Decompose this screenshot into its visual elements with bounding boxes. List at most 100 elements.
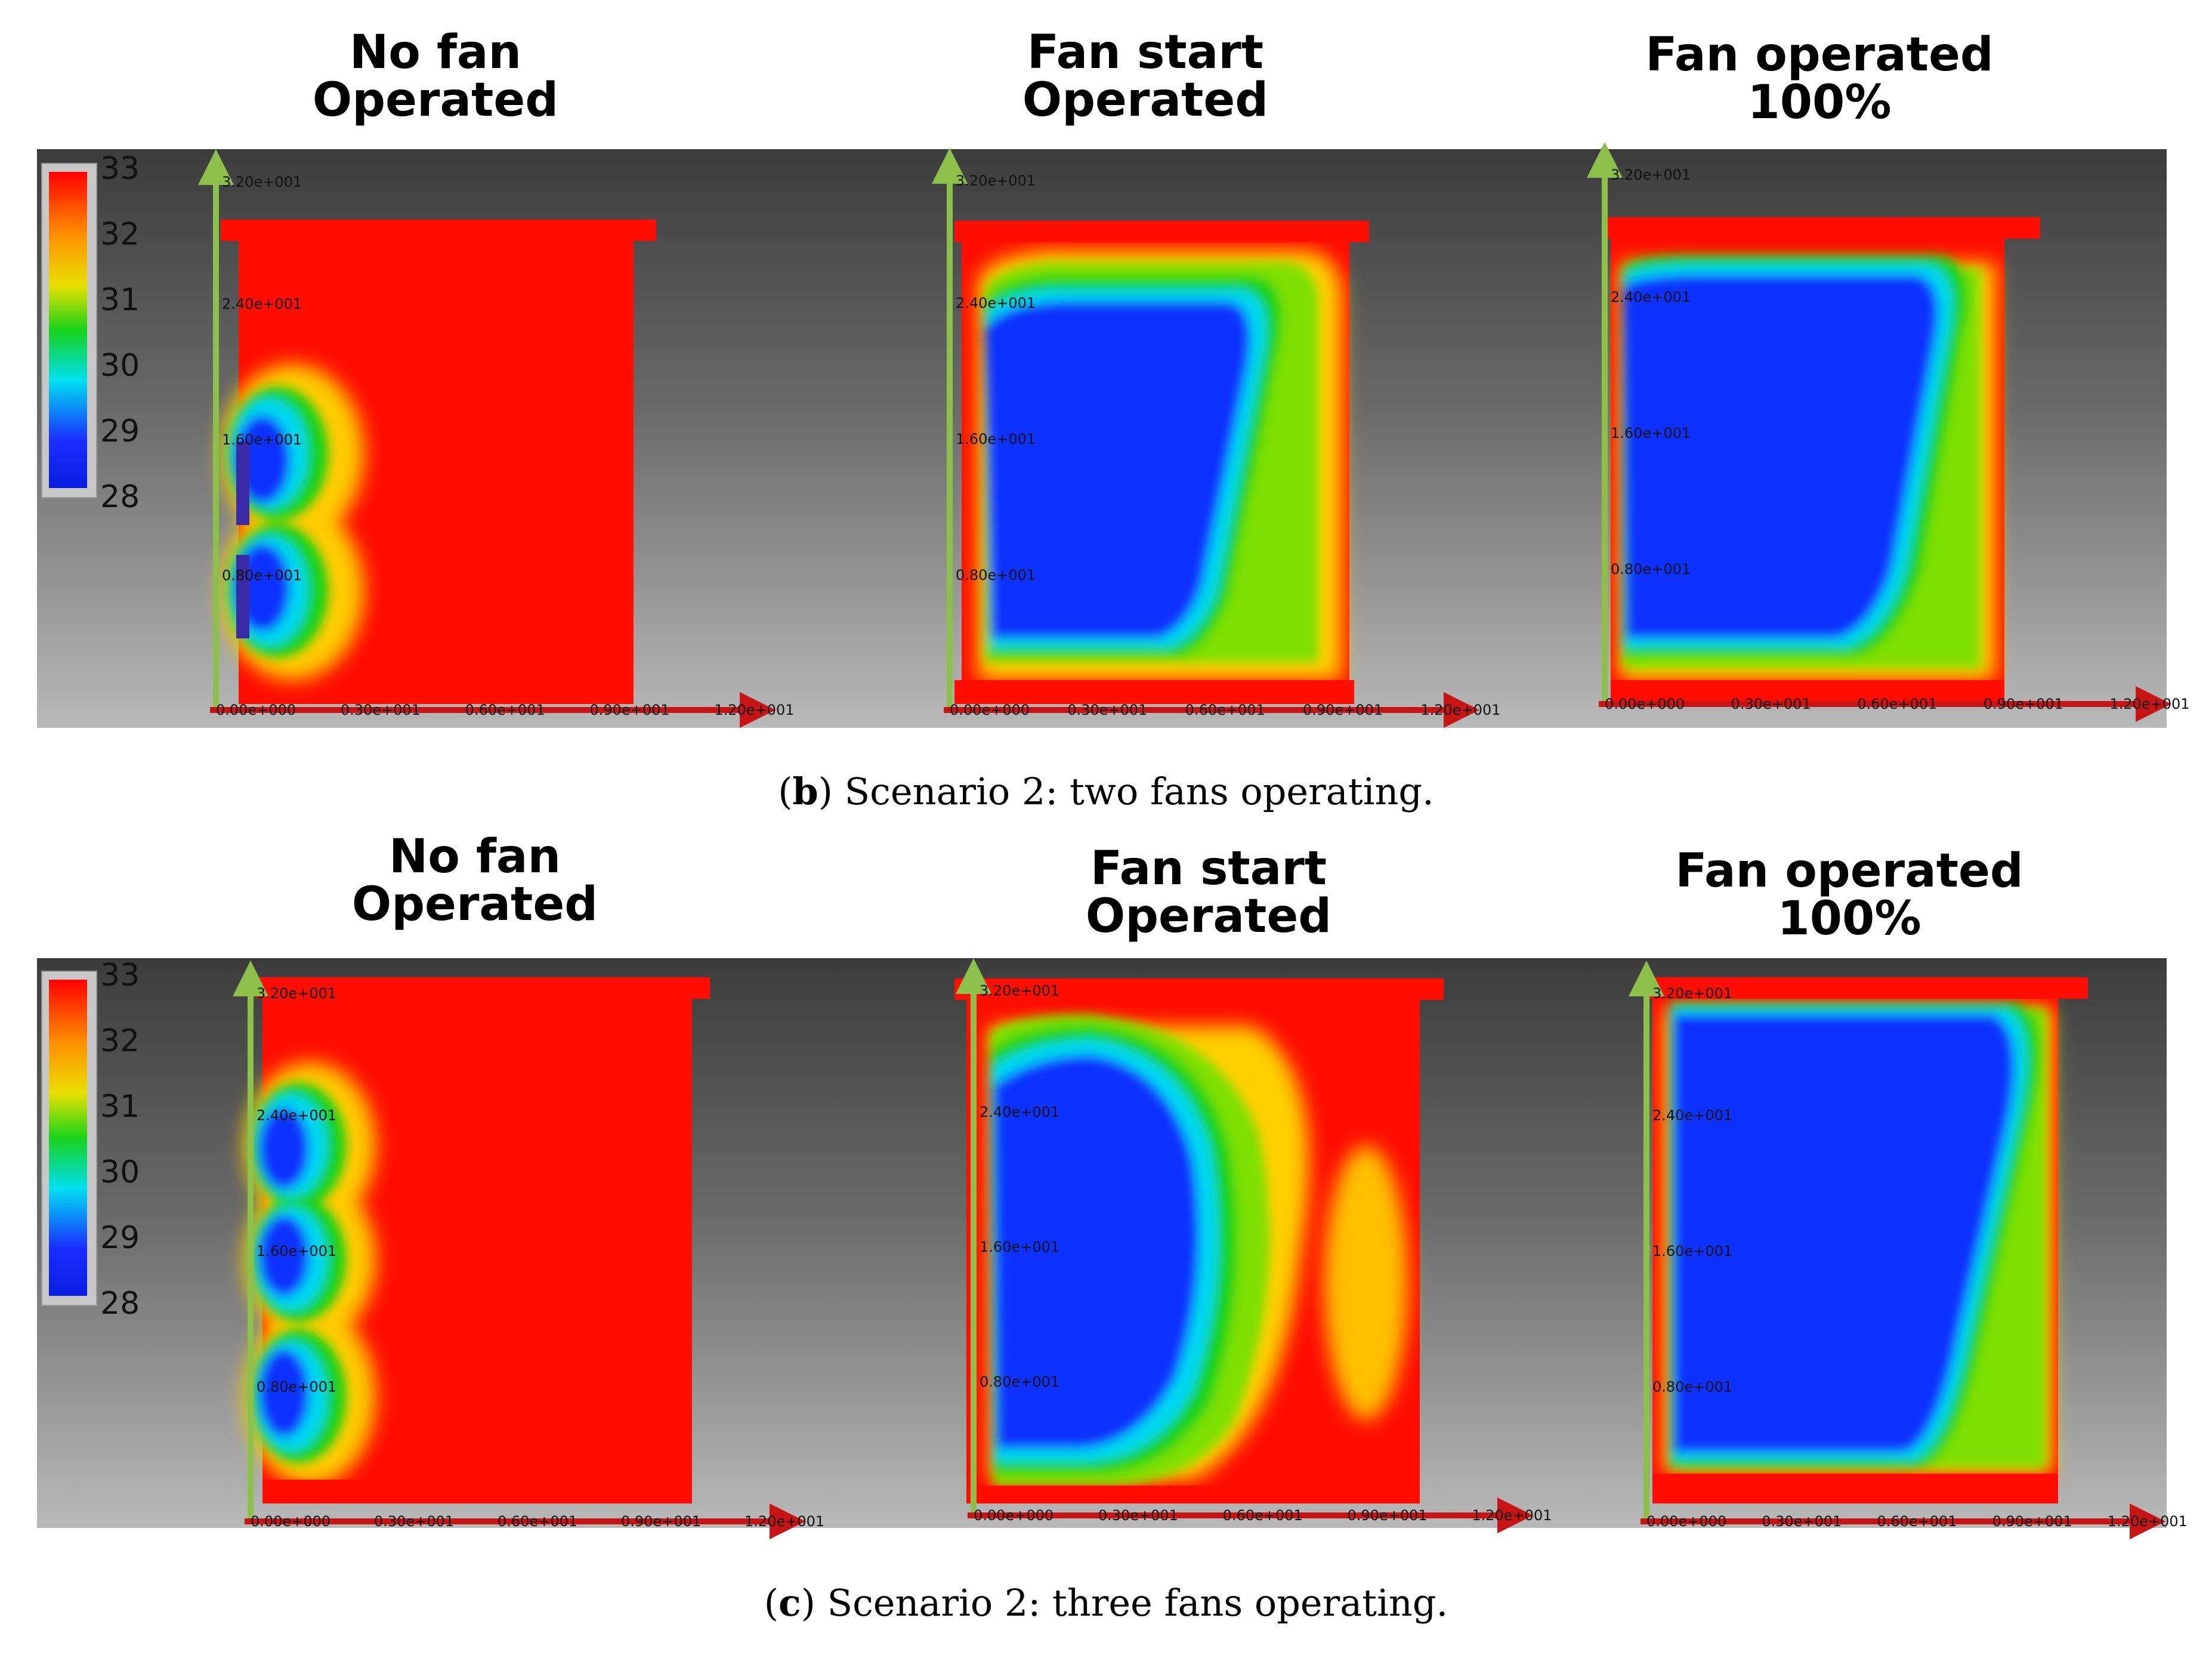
panel-axes: 3.20e+001 2.40e+001 1.60e+001 0.80e+001 0.00… bbox=[932, 148, 1500, 728]
panel-axes: 3.20e+001 2.40e+001 1.60e+001 0.80e+001 0.00… bbox=[198, 149, 794, 728]
x-tick-label: 0.90e+001 bbox=[1984, 696, 2063, 712]
x-tick-label: 0.60e+001 bbox=[1223, 1507, 1303, 1524]
y-tick-label: 2.40e+001 bbox=[956, 295, 1036, 311]
x-tick-label: 0.60e+001 bbox=[1857, 696, 1937, 712]
x-tick-label: 0.90e+001 bbox=[590, 702, 670, 718]
colorbar-legend-c: 33 32 31 30 29 28 bbox=[41, 958, 140, 1322]
x-tick-label: 1.20e+001 bbox=[744, 1513, 824, 1530]
y-tick-label: 3.20e+001 bbox=[257, 985, 336, 1002]
caption-letter: c bbox=[778, 1581, 801, 1625]
x-tick-label: 1.20e+001 bbox=[2109, 696, 2189, 712]
axes-layer: 3.20e+001 2.40e+001 1.60e+001 0.80e+001 0.00… bbox=[198, 142, 2190, 1539]
x-tick-label: 0.30e+001 bbox=[374, 1513, 454, 1530]
y-tick-label: 1.60e+001 bbox=[1611, 425, 1691, 442]
y-tick-label: 0.80e+001 bbox=[1652, 1379, 1732, 1396]
x-tick-label: 0.60e+001 bbox=[498, 1513, 577, 1530]
y-tick-label: 2.40e+001 bbox=[980, 1104, 1059, 1120]
y-tick-label: 0.80e+001 bbox=[1611, 561, 1691, 578]
panel-axes: 3.20e+001 2.40e+001 1.60e+001 0.80e+001 0.00… bbox=[956, 958, 1552, 1533]
y-tick-label: 0.80e+001 bbox=[980, 1373, 1059, 1390]
y-tick-label: 2.40e+001 bbox=[222, 296, 302, 313]
panel-axes: 3.20e+001 2.40e+001 1.60e+001 0.80e+001 0.00… bbox=[1629, 961, 2188, 1539]
legend-label: 29 bbox=[100, 413, 140, 449]
caption-letter: b bbox=[792, 770, 818, 813]
panel-axes: 3.20e+001 2.40e+001 1.60e+001 0.80e+001 0.00… bbox=[1587, 142, 2190, 722]
legend-label: 30 bbox=[100, 1154, 140, 1190]
caption-text: ) Scenario 2: two fans operating. bbox=[818, 770, 1434, 813]
legend-label: 30 bbox=[100, 348, 140, 384]
title-b-fanstart: Fan start Operated bbox=[937, 29, 1354, 124]
x-tick-label: 0.90e+001 bbox=[1303, 702, 1383, 718]
x-tick-label: 0.30e+001 bbox=[1098, 1507, 1178, 1524]
y-tick-label: 3.20e+001 bbox=[1611, 166, 1691, 183]
x-tick-label: 0.90e+001 bbox=[1992, 1513, 2072, 1530]
title-line: Fan operated bbox=[1675, 844, 2023, 898]
x-tick-label: 0.00e+000 bbox=[216, 702, 296, 718]
y-tick-label: 0.80e+001 bbox=[956, 567, 1036, 583]
title-line: Operated bbox=[1022, 73, 1269, 127]
x-tick-label: 1.20e+001 bbox=[2108, 1513, 2188, 1530]
heatmap-b-fan100 bbox=[1605, 217, 2040, 704]
x-tick-label: 0.30e+001 bbox=[1762, 1513, 1842, 1530]
x-tick-label: 0.00e+000 bbox=[974, 1507, 1054, 1524]
legend-label: 33 bbox=[100, 151, 140, 187]
y-tick-label: 2.40e+001 bbox=[257, 1107, 336, 1124]
title-line: Operated bbox=[1085, 890, 1332, 943]
y-tick-label: 1.60e+001 bbox=[956, 431, 1036, 447]
legend-label: 28 bbox=[100, 479, 140, 515]
x-tick-label: 0.60e+001 bbox=[465, 702, 545, 718]
y-tick-label: 3.20e+001 bbox=[222, 174, 302, 190]
x-tick-label: 0.00e+000 bbox=[1605, 696, 1685, 712]
x-tick-label: 0.00e+000 bbox=[251, 1513, 330, 1530]
title-b-nofan: No fan Operated bbox=[227, 29, 644, 124]
title-line: Fan start bbox=[1027, 26, 1264, 79]
y-tick-label: 0.80e+001 bbox=[257, 1379, 336, 1396]
heatmap-c-fan100 bbox=[1646, 977, 2088, 1503]
colorbar-legend-b: 33 32 31 30 29 28 bbox=[41, 151, 140, 515]
panel-axes: 3.20e+001 2.40e+001 1.60e+001 0.80e+001 0.00… bbox=[233, 961, 824, 1539]
title-c-fanstart: Fan start Operated bbox=[1000, 845, 1417, 940]
y-tick-label: 0.80e+001 bbox=[222, 567, 302, 584]
caption-text: ) Scenario 2: three fans operating. bbox=[801, 1581, 1448, 1625]
title-b-fan100: Fan operated 100% bbox=[1611, 31, 2028, 126]
caption-b: (b) Scenario 2: two fans operating. bbox=[778, 770, 1434, 813]
y-tick-label: 3.20e+001 bbox=[1652, 985, 1732, 1002]
legend-label: 31 bbox=[100, 1089, 140, 1125]
legend-label: 28 bbox=[100, 1286, 140, 1322]
x-tick-label: 0.00e+000 bbox=[950, 702, 1030, 718]
legend-label: 32 bbox=[100, 1023, 140, 1059]
y-tick-label: 1.60e+001 bbox=[222, 431, 302, 448]
x-tick-label: 1.20e+001 bbox=[714, 702, 794, 718]
title-line: Fan start bbox=[1090, 842, 1327, 896]
y-tick-label: 3.20e+001 bbox=[956, 172, 1036, 189]
y-tick-label: 1.60e+001 bbox=[980, 1239, 1059, 1255]
x-tick-label: 1.20e+001 bbox=[1420, 702, 1500, 718]
title-line: 100% bbox=[1747, 76, 1892, 129]
title-c-fan100: Fan operated 100% bbox=[1641, 847, 2058, 943]
x-tick-label: 0.60e+001 bbox=[1877, 1513, 1957, 1530]
y-tick-label: 2.40e+001 bbox=[1611, 289, 1691, 305]
legend-label: 33 bbox=[100, 958, 140, 993]
heatmap-b-nofan bbox=[221, 220, 656, 704]
y-tick-label: 3.20e+001 bbox=[980, 983, 1059, 999]
title-line: Operated bbox=[312, 73, 559, 127]
heatmap-c-nofan bbox=[245, 977, 710, 1503]
title-line: No fan bbox=[349, 26, 522, 79]
x-tick-label: 0.30e+001 bbox=[1731, 696, 1811, 712]
title-line: 100% bbox=[1777, 892, 1921, 946]
x-tick-label: 0.60e+001 bbox=[1185, 702, 1265, 718]
x-tick-label: 0.90e+001 bbox=[621, 1513, 701, 1530]
y-tick-label: 1.60e+001 bbox=[257, 1243, 336, 1259]
x-tick-label: 0.30e+001 bbox=[1067, 702, 1147, 718]
title-line: No fan bbox=[388, 830, 561, 884]
legend-label: 29 bbox=[100, 1220, 140, 1256]
title-line: Operated bbox=[351, 878, 598, 931]
legend-label: 32 bbox=[100, 217, 140, 252]
legend-label: 31 bbox=[100, 282, 140, 318]
heatmap-c-fanstart bbox=[954, 978, 1444, 1503]
y-tick-label: 2.40e+001 bbox=[1652, 1107, 1732, 1124]
x-tick-label: 0.90e+001 bbox=[1348, 1507, 1428, 1524]
title-c-nofan: No fan Operated bbox=[266, 833, 684, 928]
y-tick-label: 1.60e+001 bbox=[1652, 1243, 1732, 1259]
